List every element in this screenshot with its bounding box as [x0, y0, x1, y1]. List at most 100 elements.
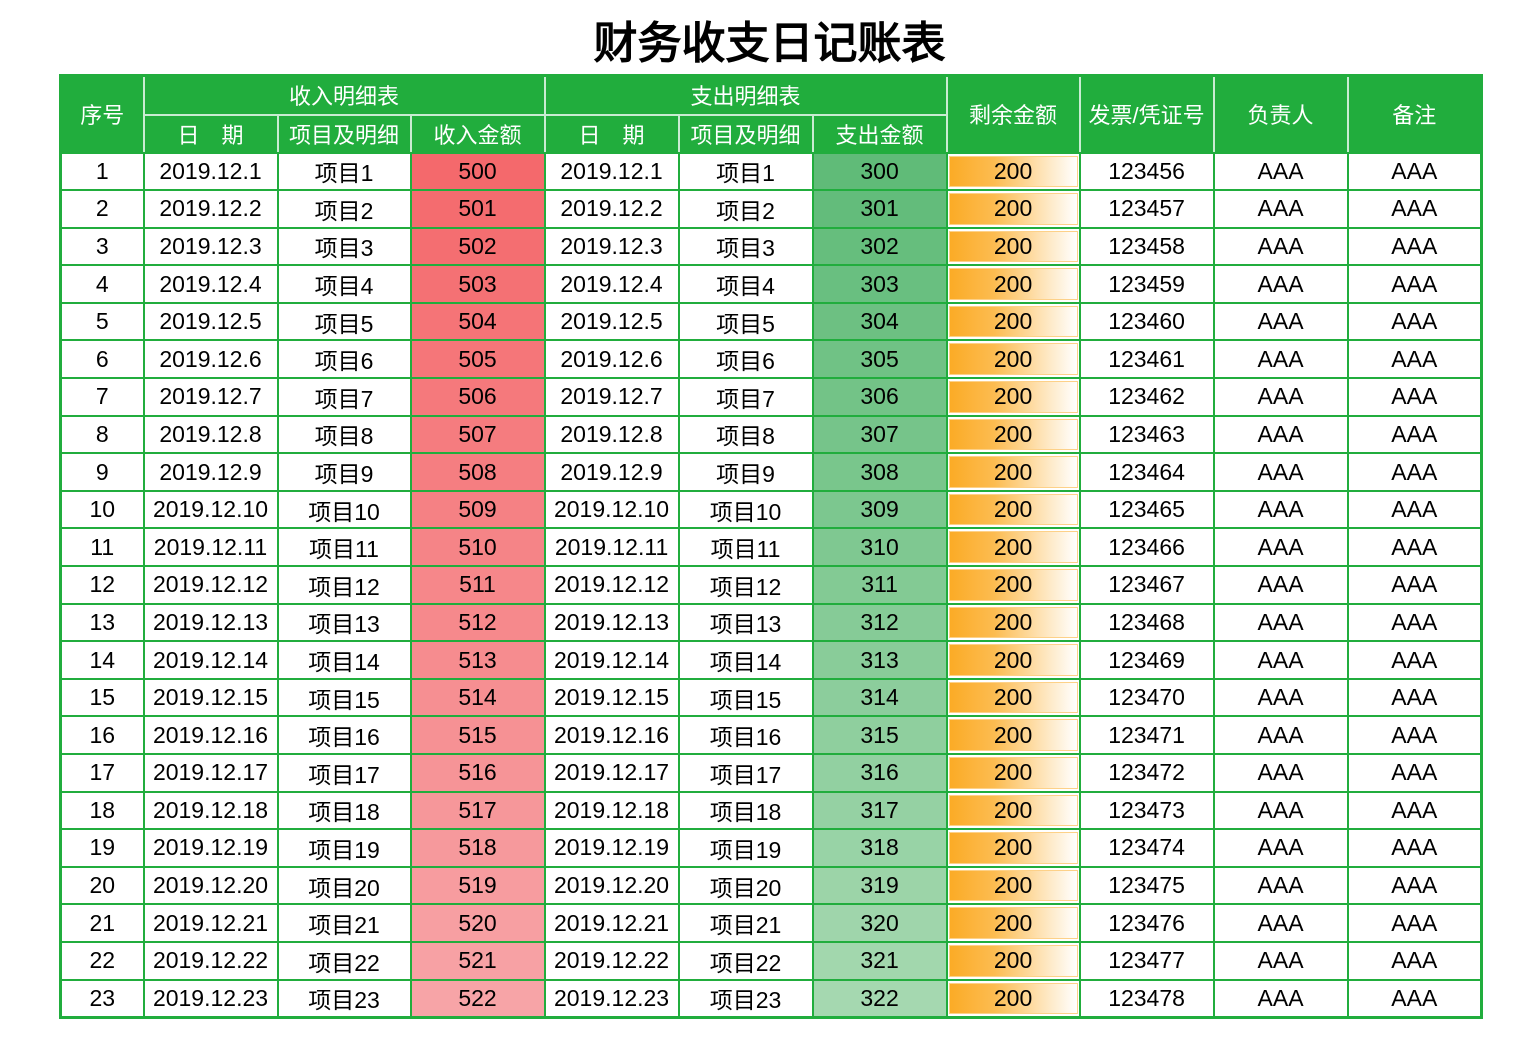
income-date-cell: 2019.12.14: [142, 640, 279, 680]
voucher-cell: 123465: [1078, 489, 1215, 530]
owner-cell: AAA: [1212, 377, 1349, 417]
owner-cell: AAA: [1212, 452, 1349, 492]
table-row: 5 2019.12.5 项目5 504 2019.12.5 项目5 304 200 123460…: [59, 301, 1483, 342]
income-amount-cell: 522: [409, 978, 546, 1019]
page-title: 财务收支日记账表: [593, 18, 946, 69]
expense-date-cell: 2019.12.18: [543, 790, 680, 831]
income-item-cell: 项目17: [276, 753, 412, 793]
expense-date-cell: 2019.12.7: [543, 377, 680, 417]
owner-cell: AAA: [1212, 753, 1349, 793]
header-remark: 备注: [1346, 74, 1483, 154]
expense-amount-cell: 321: [811, 940, 948, 981]
expense-date-cell: 2019.12.17: [543, 753, 680, 793]
income-item-cell: 项目4: [276, 264, 412, 304]
voucher-cell: 123457: [1078, 189, 1215, 229]
balance-data-bar: [948, 869, 1078, 902]
remark-cell: AAA: [1346, 489, 1483, 530]
income-date-cell: 2019.12.10: [142, 489, 279, 530]
remark-cell: AAA: [1346, 865, 1483, 906]
table-row: 1 2019.12.1 项目1 500 2019.12.1 项目1 300 200 123456…: [59, 151, 1483, 192]
remark-cell: AAA: [1346, 527, 1483, 568]
expense-amount-cell: 304: [811, 301, 948, 342]
income-item-cell: 项目8: [276, 414, 412, 455]
table-row: 13 2019.12.13 项目13 512 2019.12.13 项目13 312 200 1…: [59, 602, 1483, 643]
table-body: 1 2019.12.1 项目1 500 2019.12.1 项目1 300 200 123456…: [59, 151, 1483, 1019]
income-date-cell: 2019.12.6: [142, 339, 279, 380]
header-balance: 剩余金额: [945, 74, 1081, 154]
income-item-cell: 项目7: [276, 377, 412, 417]
income-date-cell: 2019.12.4: [142, 264, 279, 304]
income-item-cell: 项目3: [276, 226, 412, 267]
expense-date-cell: 2019.12.16: [543, 715, 680, 755]
income-amount-cell: 521: [409, 940, 546, 981]
table-row: 16 2019.12.16 项目16 515 2019.12.16 项目16 315 200 1…: [59, 715, 1483, 755]
voucher-cell: 123468: [1078, 602, 1215, 643]
balance-cell: 200: [945, 903, 1081, 943]
expense-amount-cell: 302: [811, 226, 948, 267]
expense-item-cell: 项目13: [677, 602, 814, 643]
expense-amount-cell: 308: [811, 452, 948, 492]
income-amount-cell: 505: [409, 339, 546, 380]
expense-date-cell: 2019.12.15: [543, 677, 680, 718]
remark-cell: AAA: [1346, 677, 1483, 718]
table-row: 6 2019.12.6 项目6 505 2019.12.6 项目6 305 200 123461…: [59, 339, 1483, 380]
table-row: 2 2019.12.2 项目2 501 2019.12.2 项目2 301 200 123457…: [59, 189, 1483, 229]
balance-cell: 200: [945, 715, 1081, 755]
remark-cell: AAA: [1346, 640, 1483, 680]
income-amount-cell: 518: [409, 828, 546, 868]
balance-data-bar: [948, 982, 1078, 1014]
balance-value: 200: [993, 947, 1033, 974]
balance-value: 200: [993, 796, 1033, 823]
expense-amount-cell: 319: [811, 865, 948, 906]
owner-cell: AAA: [1212, 640, 1349, 680]
expense-date-cell: 2019.12.3: [543, 226, 680, 267]
expense-item-cell: 项目2: [677, 189, 814, 229]
voucher-cell: 123473: [1078, 790, 1215, 831]
expense-date-cell: 2019.12.9: [543, 452, 680, 492]
table-row: 22 2019.12.22 项目22 521 2019.12.22 项目22 321 200 1…: [59, 940, 1483, 981]
expense-date-cell: 2019.12.2: [543, 189, 680, 229]
income-date-cell: 2019.12.22: [142, 940, 279, 981]
balance-cell: 200: [945, 301, 1081, 342]
expense-date-cell: 2019.12.13: [543, 602, 680, 643]
owner-cell: AAA: [1212, 978, 1349, 1019]
owner-cell: AAA: [1212, 828, 1349, 868]
balance-data-bar: [948, 681, 1078, 714]
expense-date-cell: 2019.12.19: [543, 828, 680, 868]
ledger-table: 序号 收入明细表 支出明细表 剩余金额 发票/凭证号 负责人 备注 日 期 项目…: [59, 74, 1484, 1019]
income-item-cell: 项目20: [276, 865, 412, 906]
remark-cell: AAA: [1346, 790, 1483, 831]
voucher-cell: 123463: [1078, 414, 1215, 455]
expense-item-cell: 项目4: [677, 264, 814, 304]
balance-cell: 200: [945, 677, 1081, 718]
expense-amount-cell: 316: [811, 753, 948, 793]
income-item-cell: 项目6: [276, 339, 412, 380]
owner-cell: AAA: [1212, 602, 1349, 643]
remark-cell: AAA: [1346, 339, 1483, 380]
income-item-cell: 项目21: [276, 903, 412, 943]
balance-data-bar: [948, 155, 1078, 188]
voucher-cell: 123456: [1078, 151, 1215, 192]
owner-cell: AAA: [1212, 715, 1349, 755]
income-amount-cell: 502: [409, 226, 546, 267]
income-item-cell: 项目5: [276, 301, 412, 342]
header-income-item: 项目及明细: [276, 113, 412, 154]
balance-cell: 200: [945, 527, 1081, 568]
expense-amount-cell: 320: [811, 903, 948, 943]
owner-cell: AAA: [1212, 301, 1349, 342]
expense-item-cell: 项目7: [677, 377, 814, 417]
balance-data-bar: [948, 569, 1078, 601]
balance-value: 200: [993, 684, 1033, 711]
row-seq-cell: 6: [59, 339, 145, 380]
balance-cell: 200: [945, 640, 1081, 680]
row-seq-cell: 8: [59, 414, 145, 455]
balance-value: 200: [993, 383, 1033, 410]
balance-value: 200: [993, 571, 1033, 598]
voucher-cell: 123461: [1078, 339, 1215, 380]
expense-date-cell: 2019.12.10: [543, 489, 680, 530]
balance-cell: 200: [945, 828, 1081, 868]
income-amount-cell: 520: [409, 903, 546, 943]
balance-value: 200: [993, 608, 1033, 635]
row-seq-cell: 3: [59, 226, 145, 267]
header-voucher: 发票/凭证号: [1078, 74, 1215, 154]
